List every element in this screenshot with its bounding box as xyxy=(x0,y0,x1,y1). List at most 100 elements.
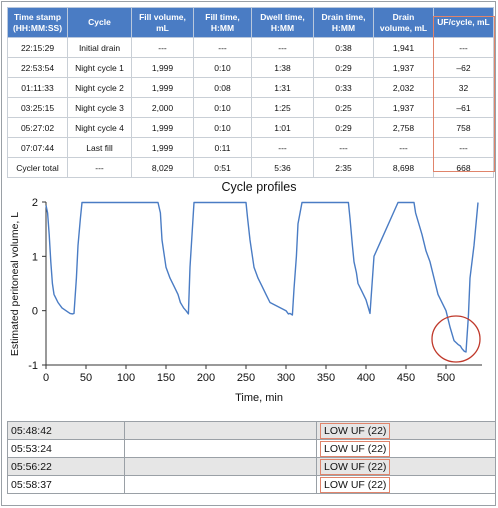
cell-drain-volume: 1,937 xyxy=(373,97,434,118)
cell-drain-time: --- xyxy=(313,137,374,158)
cycle-profiles-chart: Cycle profiles Time, min Estimated perit… xyxy=(0,176,498,408)
alarm-cell: LOW UF (22) xyxy=(316,421,496,440)
series-line xyxy=(45,201,479,353)
cell-time-stamp: 03:25:15 xyxy=(7,97,68,118)
low-uf-annotation-circle xyxy=(431,315,481,363)
cell-drain-volume: 2,032 xyxy=(373,77,434,98)
table-row: 03:25:15 Night cycle 3 2,000 0:10 1:25 0:25 1,… xyxy=(7,97,494,118)
alarm-row: 05:48:42 LOW UF (22) xyxy=(7,421,496,440)
cell-cycle: Night cycle 2 xyxy=(67,77,132,98)
y-tick-label: 1 xyxy=(32,251,38,263)
alarm-spacer xyxy=(124,475,317,494)
cell-cycle: Night cycle 4 xyxy=(67,117,132,138)
alarm-cell: LOW UF (22) xyxy=(316,475,496,494)
alarm-log-table: 05:48:42 LOW UF (22) 05:53:24 LOW UF (22) 05… xyxy=(7,421,496,494)
alarm-time: 05:53:24 xyxy=(7,439,125,458)
chart-svg: Cycle profiles Time, min Estimated perit… xyxy=(9,180,482,404)
cell-drain-time: 0:33 xyxy=(313,77,374,98)
cell-cycle: Night cycle 1 xyxy=(67,57,132,78)
alarm-code: LOW UF (22) xyxy=(320,440,391,457)
alarm-code: LOW UF (22) xyxy=(320,476,391,493)
cell-drain-volume: --- xyxy=(373,137,434,158)
table-header-row: Time stamp (HH:MM:SS) Cycle Fill volume,… xyxy=(7,7,494,38)
cell-time-stamp: 22:15:29 xyxy=(7,37,68,58)
x-tick-label: 350 xyxy=(317,372,335,384)
cell-fill-time: 0:10 xyxy=(193,97,252,118)
cell-time-stamp: 01:11:33 xyxy=(7,77,68,98)
alarm-code: LOW UF (22) xyxy=(320,422,391,439)
x-tick-label: 200 xyxy=(197,372,215,384)
cell-fill-time: 0:08 xyxy=(193,77,252,98)
cell-drain-time: 0:38 xyxy=(313,37,374,58)
cell-fill-volume: 1,999 xyxy=(131,77,194,98)
cell-dwell-time: 1:25 xyxy=(251,97,314,118)
table-row: 01:11:33 Night cycle 2 1,999 0:08 1:31 0:33 2,… xyxy=(7,77,494,98)
cell-cycle: Initial drain xyxy=(67,37,132,58)
y-tick-label: -1 xyxy=(28,360,38,372)
cell-dwell-time: 1:38 xyxy=(251,57,314,78)
cell-cycle: --- xyxy=(67,157,132,178)
cell-fill-volume: 1,999 xyxy=(131,57,194,78)
x-tick-label: 250 xyxy=(237,372,255,384)
chart-title: Cycle profiles xyxy=(221,180,296,194)
cell-fill-volume: --- xyxy=(131,37,194,58)
cell-uf-per-cycle: --- xyxy=(433,137,494,158)
x-tick-label: 400 xyxy=(357,372,375,384)
header-uf-per-cycle: UF/cycle, mL xyxy=(433,7,494,38)
alarm-row: 05:56:22 LOW UF (22) xyxy=(7,457,496,476)
cell-fill-volume: 1,999 xyxy=(131,117,194,138)
alarm-time: 05:48:42 xyxy=(7,421,125,440)
cell-fill-time: 0:10 xyxy=(193,117,252,138)
cell-drain-volume: 8,698 xyxy=(373,157,434,178)
cell-uf-per-cycle: 32 xyxy=(433,77,494,98)
x-tick-label: 150 xyxy=(157,372,175,384)
header-cycle: Cycle xyxy=(67,7,132,38)
y-tick-label: 2 xyxy=(32,197,38,209)
cell-uf-per-cycle: –61 xyxy=(433,97,494,118)
table-row: 07:07:44 Last fill 1,999 0:11 --- --- --- --- xyxy=(7,137,494,158)
header-drain-time: Drain time, H:MM xyxy=(313,7,374,38)
cell-time-stamp: 07:07:44 xyxy=(7,137,68,158)
cell-fill-time: 0:10 xyxy=(193,57,252,78)
cell-drain-volume: 1,937 xyxy=(373,57,434,78)
cell-drain-volume: 1,941 xyxy=(373,37,434,58)
header-drain-volume: Drain volume, mL xyxy=(373,7,434,38)
cell-fill-time: 0:51 xyxy=(193,157,252,178)
table-row: 22:15:29 Initial drain --- --- --- 0:38 1,941-… xyxy=(7,37,494,58)
alarm-time: 05:56:22 xyxy=(7,457,125,476)
header-dwell-time: Dwell time, H:MM xyxy=(251,7,314,38)
cell-drain-time: 0:29 xyxy=(313,117,374,138)
cell-uf-per-cycle: 668 xyxy=(433,157,494,178)
alarm-spacer xyxy=(124,457,317,476)
cell-time-stamp: Cycler total xyxy=(7,157,68,178)
alarm-time: 05:58:37 xyxy=(7,475,125,494)
cell-dwell-time: 1:01 xyxy=(251,117,314,138)
alarm-spacer xyxy=(124,421,317,440)
chart-y-axis-label: Estimated peritoneal volume, L xyxy=(9,212,21,356)
cell-drain-time: 0:29 xyxy=(313,57,374,78)
header-fill-volume: Fill volume, mL xyxy=(131,7,194,38)
x-tick-label: 0 xyxy=(43,372,49,384)
cell-time-stamp: 05:27:02 xyxy=(7,117,68,138)
cycle-summary-table: Time stamp (HH:MM:SS) Cycle Fill volume,… xyxy=(7,7,494,178)
chart-x-axis-label: Time, min xyxy=(235,392,283,404)
x-tick-label: 300 xyxy=(277,372,295,384)
cell-drain-time: 0:25 xyxy=(313,97,374,118)
cell-uf-per-cycle: 758 xyxy=(433,117,494,138)
alarm-cell: LOW UF (22) xyxy=(316,457,496,476)
alarm-spacer xyxy=(124,439,317,458)
header-time-stamp: Time stamp (HH:MM:SS) xyxy=(7,7,68,38)
cell-fill-volume: 8,029 xyxy=(131,157,194,178)
cell-fill-volume: 1,999 xyxy=(131,137,194,158)
cell-uf-per-cycle: –62 xyxy=(433,57,494,78)
cell-time-stamp: 22:53:54 xyxy=(7,57,68,78)
x-tick-label: 50 xyxy=(80,372,92,384)
alarm-row: 05:58:37 LOW UF (22) xyxy=(7,475,496,494)
cell-fill-time: 0:11 xyxy=(193,137,252,158)
cell-dwell-time: --- xyxy=(251,137,314,158)
x-tick-label: 100 xyxy=(117,372,135,384)
alarm-cell: LOW UF (22) xyxy=(316,439,496,458)
cell-cycle: Night cycle 3 xyxy=(67,97,132,118)
y-tick-label: 0 xyxy=(32,306,38,318)
